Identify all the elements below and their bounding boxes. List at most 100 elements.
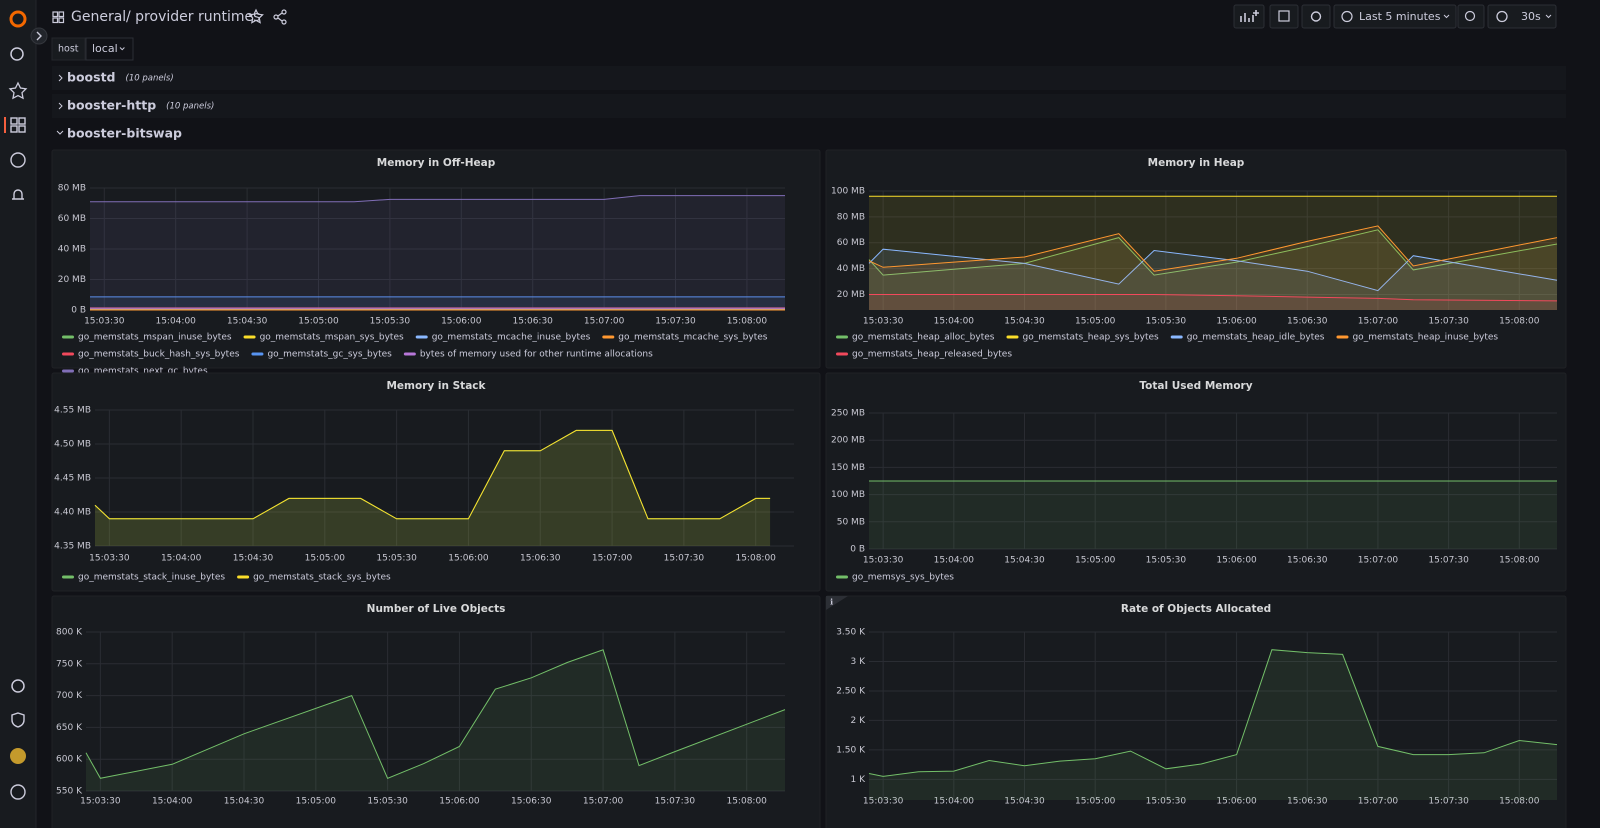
y-tick-label: 550 K (56, 787, 83, 797)
y-tick-label: 3.50 K (836, 628, 866, 638)
x-tick-label: 15:04:00 (155, 317, 196, 327)
legend-label: go_memstats_gc_sys_bytes (267, 350, 392, 360)
x-tick-label: 15:05:30 (370, 317, 411, 327)
x-tick-label: 15:06:00 (441, 317, 482, 327)
x-tick-label: 15:07:30 (1428, 317, 1469, 327)
row-title[interactable]: boostd (67, 70, 116, 85)
legend-label: go_memstats_heap_sys_bytes (1022, 333, 1159, 343)
y-tick-label: 50 MB (837, 517, 865, 527)
x-tick-label: 15:06:00 (439, 797, 480, 807)
x-tick-label: 15:05:30 (1146, 317, 1187, 327)
legend-label: go_memstats_mspan_inuse_bytes (78, 333, 232, 343)
avatar[interactable] (10, 748, 26, 764)
y-tick-label: 3 K (851, 657, 867, 667)
row-band (52, 66, 1566, 90)
y-tick-label: 60 MB (837, 238, 865, 248)
x-tick-label: 15:03:30 (84, 317, 125, 327)
legend-label: go_memsys_sys_bytes (852, 573, 954, 583)
x-tick-label: 15:04:30 (224, 797, 265, 807)
x-tick-label: 15:04:30 (233, 554, 274, 564)
zoom-out-button[interactable] (1458, 5, 1484, 28)
x-tick-label: 15:08:00 (735, 554, 776, 564)
legend-swatch (62, 370, 74, 373)
legend-swatch (244, 336, 256, 339)
y-tick-label: 650 K (56, 723, 83, 733)
panel-title: Number of Live Objects (367, 603, 506, 615)
y-tick-label: 600 K (56, 755, 83, 765)
legend-swatch (1006, 336, 1018, 339)
y-tick-label: 150 MB (831, 463, 865, 473)
panel-title: Memory in Off-Heap (377, 157, 496, 169)
legend-label: go_memstats_stack_sys_bytes (253, 573, 391, 583)
row-title[interactable]: booster-bitswap (67, 126, 182, 141)
x-tick-label: 15:03:30 (89, 554, 130, 564)
y-tick-label: 200 MB (831, 436, 865, 446)
panel-title: Rate of Objects Allocated (1121, 603, 1271, 615)
x-tick-label: 15:08:00 (1499, 556, 1540, 566)
x-tick-label: 15:06:00 (1216, 556, 1257, 566)
y-tick-label: 40 MB (58, 245, 86, 255)
series-area (869, 481, 1557, 549)
x-tick-label: 15:06:30 (1287, 556, 1328, 566)
x-tick-label: 15:05:00 (1075, 556, 1116, 566)
y-tick-label: 800 K (56, 628, 83, 638)
refresh-interval: 30s (1521, 10, 1541, 23)
variable-value: local (92, 42, 118, 55)
x-tick-label: 15:04:30 (1004, 317, 1045, 327)
sidebar-toggle[interactable] (31, 28, 47, 44)
save-button[interactable] (1270, 5, 1298, 28)
legend-swatch (836, 336, 848, 339)
panel-background (52, 596, 820, 828)
x-tick-label: 15:04:00 (934, 317, 975, 327)
x-tick-label: 15:03:30 (863, 556, 904, 566)
x-tick-label: 15:03:30 (863, 317, 904, 327)
y-tick-label: 4.50 MB (54, 440, 91, 450)
y-tick-label: 80 MB (837, 212, 865, 222)
y-tick-label: 2.50 K (836, 686, 866, 696)
x-tick-label: 15:08:00 (727, 317, 768, 327)
add-panel-button[interactable] (1234, 5, 1264, 28)
legend-label: go_memstats_stack_inuse_bytes (78, 573, 225, 583)
x-tick-label: 15:04:30 (227, 317, 268, 327)
x-tick-label: 15:07:00 (1358, 317, 1399, 327)
breadcrumb-folder[interactable]: General (71, 9, 126, 25)
x-tick-label: 15:04:00 (161, 554, 202, 564)
x-tick-label: 15:07:30 (664, 554, 705, 564)
y-tick-label: 1.50 K (836, 745, 866, 755)
x-tick-label: 15:07:30 (1428, 556, 1469, 566)
panel-title: Total Used Memory (1139, 380, 1252, 392)
y-tick-label: 20 MB (837, 290, 865, 300)
x-tick-label: 15:06:30 (512, 317, 553, 327)
legend-label: go_memstats_mspan_sys_bytes (260, 333, 404, 343)
dashboard-title[interactable]: / provider runtimes (126, 9, 260, 25)
legend-swatch (602, 336, 614, 339)
x-tick-label: 15:04:00 (934, 556, 975, 566)
y-tick-label: 100 MB (831, 490, 865, 500)
legend-label: go_memstats_mcache_sys_bytes (618, 333, 767, 343)
x-tick-label: 15:06:00 (1216, 317, 1257, 327)
variable-label: host (58, 44, 79, 55)
y-tick-label: 750 K (56, 659, 83, 669)
row-title[interactable]: booster-http (67, 98, 156, 113)
panel: Memory in Off-Heap0 B20 MB40 MB60 MB80 M… (52, 150, 820, 377)
legend-swatch (836, 353, 848, 356)
x-tick-label: 15:05:00 (296, 797, 337, 807)
settings-button[interactable] (1302, 5, 1330, 28)
legend-label: go_memstats_heap_released_bytes (852, 350, 1012, 360)
row-panel-count: (10 panels) (126, 74, 174, 84)
panel: Total Used Memory 0 B 50 MB 100 MB 150 MB 200… (826, 373, 1566, 591)
legend-swatch (62, 336, 74, 339)
x-tick-label: 15:07:00 (583, 797, 624, 807)
y-tick-label: 20 MB (58, 275, 86, 285)
panel: Number of Live Objects 550 K 600 K 650 K 700… (52, 596, 820, 828)
y-tick-label: 0 B (850, 545, 865, 555)
legend-swatch (1336, 336, 1348, 339)
panel: Memory in Stack4.35 MB4.40 MB4.45 MB4.50… (52, 373, 820, 591)
panel-title: Memory in Heap (1148, 157, 1245, 169)
y-tick-label: 4.45 MB (54, 474, 91, 484)
y-tick-label: 700 K (56, 691, 83, 701)
row-band (52, 94, 1566, 118)
y-tick-label: 4.40 MB (54, 508, 91, 518)
x-tick-label: 15:05:30 (376, 554, 417, 564)
